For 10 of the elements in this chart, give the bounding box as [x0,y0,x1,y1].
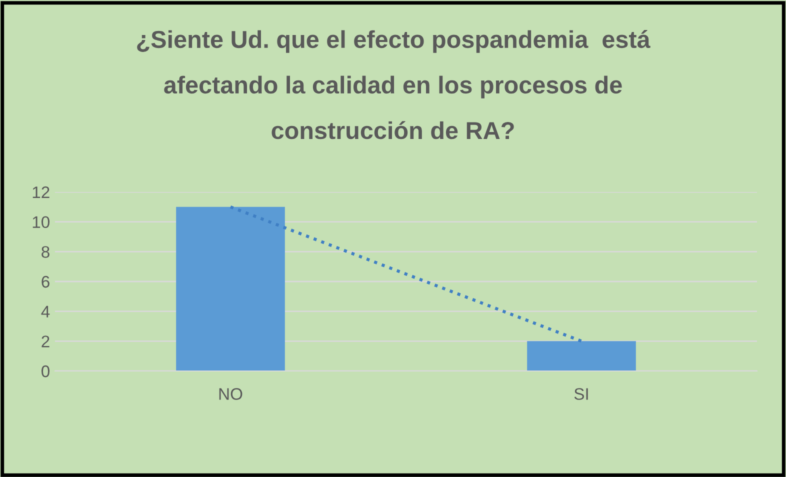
y-tick-label: 4 [41,306,50,318]
chart-title: ¿Siente Ud. que el efecto pospandemia está afectando la calidad en los procesos de construcción de RA? [137,30,650,140]
y-tick-label: 2 [42,336,50,348]
x-tick-label: SI [574,388,588,400]
y-tick-label: 8 [42,246,50,258]
y-tick-label: 12 [32,186,50,198]
y-tick-label: 0 [42,365,50,378]
y-tick-label: 10 [32,216,50,228]
y-tick-label: 6 [42,276,50,288]
x-tick-label: NO [219,388,242,400]
